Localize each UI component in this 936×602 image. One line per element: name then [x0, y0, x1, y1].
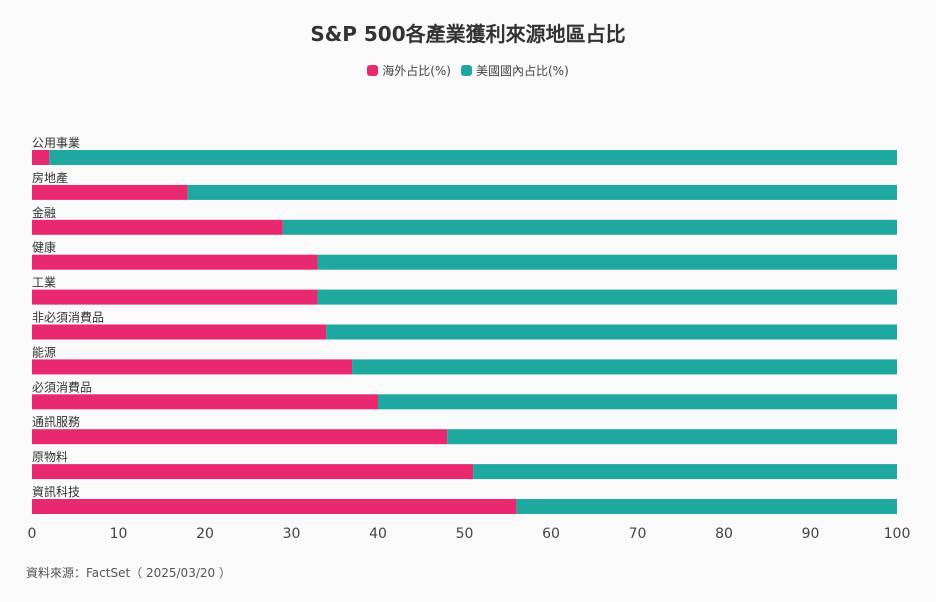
- x-tick-label: 40: [369, 526, 387, 542]
- chart-title: S&P 500各產業獲利來源地區占比: [310, 22, 626, 46]
- category-label: 公用事業: [32, 136, 80, 150]
- bar-overseas[interactable]: [32, 394, 378, 410]
- legend-label-domestic: 美國國內占比(%): [476, 64, 569, 78]
- bar-overseas[interactable]: [32, 499, 517, 514]
- category-label: 房地產: [32, 170, 68, 185]
- bar-overseas[interactable]: [32, 150, 50, 165]
- bar-overseas[interactable]: [32, 254, 318, 270]
- legend: 海外占比(%) 美國國內占比(%): [0, 62, 936, 79]
- x-tick-label: 60: [542, 526, 560, 542]
- x-tick-label: 30: [283, 526, 301, 542]
- bar-domestic[interactable]: [447, 429, 897, 445]
- bar-overseas[interactable]: [32, 464, 474, 480]
- bar-overseas[interactable]: [32, 429, 448, 445]
- bar-overseas[interactable]: [32, 289, 318, 305]
- bar-domestic[interactable]: [317, 254, 897, 270]
- bar-domestic[interactable]: [282, 219, 898, 235]
- legend-item-overseas[interactable]: 海外占比(%): [367, 62, 451, 79]
- category-label: 工業: [32, 276, 56, 290]
- legend-label-overseas: 海外占比(%): [382, 64, 451, 78]
- category-label: 資訊科技: [32, 484, 80, 499]
- bar-domestic[interactable]: [317, 289, 897, 305]
- x-tick-label: 90: [802, 526, 820, 542]
- category-label: 必須消費品: [32, 379, 92, 394]
- bar-domestic[interactable]: [49, 150, 898, 165]
- source-note: 資料來源：FactSet（ 2025/03/20 ）: [26, 566, 231, 580]
- x-tick-label: 20: [196, 526, 214, 542]
- x-tick-label: 0: [28, 526, 37, 542]
- bar-domestic[interactable]: [473, 464, 897, 480]
- bar-overseas[interactable]: [32, 184, 188, 200]
- legend-item-domestic[interactable]: 美國國內占比(%): [461, 62, 569, 79]
- category-label: 原物料: [32, 450, 68, 464]
- category-label: 金融: [32, 205, 56, 220]
- bar-domestic[interactable]: [187, 184, 897, 200]
- category-label: 通訊服務: [32, 414, 80, 429]
- bar-domestic[interactable]: [378, 394, 897, 410]
- x-tick-label: 100: [884, 526, 911, 542]
- category-label: 非必須消費品: [32, 310, 104, 325]
- bar-domestic[interactable]: [352, 359, 897, 375]
- category-label: 能源: [32, 345, 56, 359]
- bar-overseas[interactable]: [32, 219, 283, 235]
- legend-swatch-domestic: [461, 65, 472, 76]
- bar-domestic[interactable]: [326, 324, 898, 340]
- bar-overseas[interactable]: [32, 324, 327, 340]
- category-label: 健康: [32, 240, 56, 255]
- x-tick-label: 80: [715, 526, 733, 542]
- bar-overseas[interactable]: [32, 359, 353, 375]
- x-tick-label: 10: [110, 526, 128, 542]
- x-tick-label: 50: [456, 526, 474, 542]
- x-tick-label: 70: [629, 526, 647, 542]
- legend-swatch-overseas: [367, 65, 379, 76]
- bar-domestic[interactable]: [516, 499, 897, 514]
